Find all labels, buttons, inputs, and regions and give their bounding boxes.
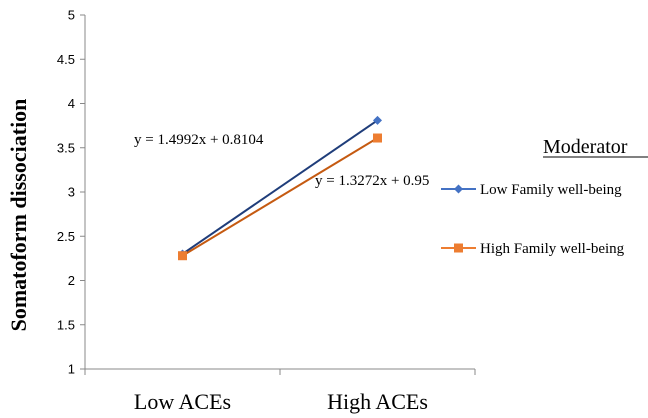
y-axis-label: Somatoform dissociation [6,99,31,332]
equation-high-family-wellbeing: y = 1.3272x + 0.95 [315,173,429,189]
x-axis-ticks: Low ACEs High ACEs [84,369,476,414]
y-tick-label: 2.5 [57,229,75,244]
y-tick-label: 3.5 [57,140,75,155]
legend-marker-square-icon [454,243,463,253]
y-tick-label: 2 [68,273,75,288]
data-point-1-0 [178,251,187,261]
series-line-1 [181,137,379,257]
x-category-label: High ACEs [327,389,428,414]
legend-label-high-family-wellbeing: High Family well-being [480,241,625,257]
legend-label-low-family-wellbeing: Low Family well-being [480,182,622,198]
data-point-0-1 [373,115,382,125]
legend: Moderator Low Family well-being High Fam… [441,136,648,257]
y-tick-label: 4.5 [57,52,75,67]
legend-marker-diamond-icon [454,184,463,194]
series-line-0 [181,119,379,255]
y-tick-label: 1.5 [57,317,75,332]
y-tick-label: 4 [68,96,75,111]
y-tick-label: 5 [68,8,75,23]
y-axis-ticks: 1 1.5 2 2.5 3 3.5 4 4.5 5 [57,8,85,377]
y-tick-label: 3 [68,185,75,200]
equation-low-family-wellbeing: y = 1.4992x + 0.8104 [134,132,264,148]
data-point-1-1 [373,133,382,143]
x-category-label: Low ACEs [134,389,231,414]
y-tick-label: 1 [68,362,75,377]
series-group [178,115,382,261]
legend-title: Moderator [543,136,628,158]
